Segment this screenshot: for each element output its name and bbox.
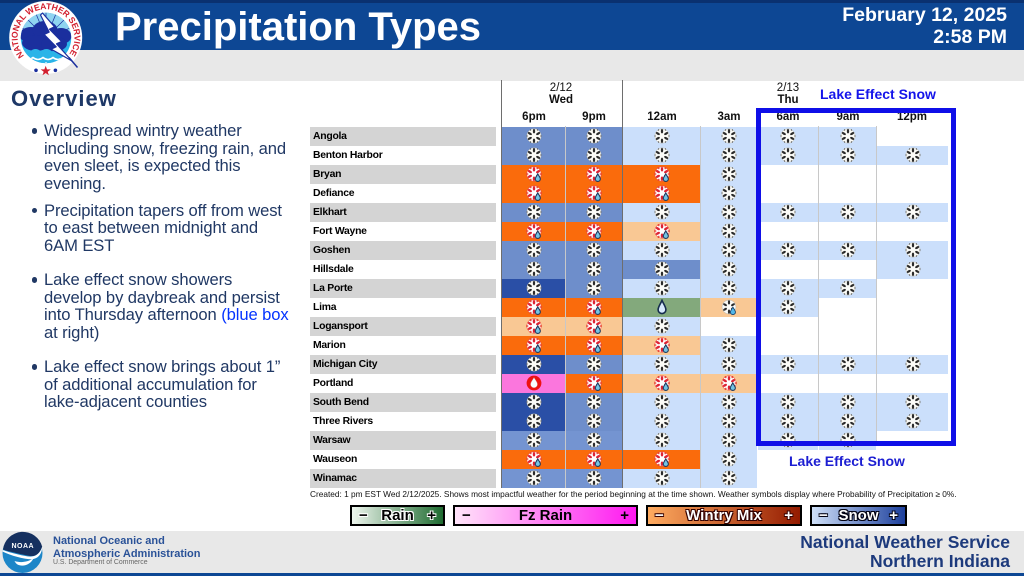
- svg-text:NOAA: NOAA: [11, 543, 34, 550]
